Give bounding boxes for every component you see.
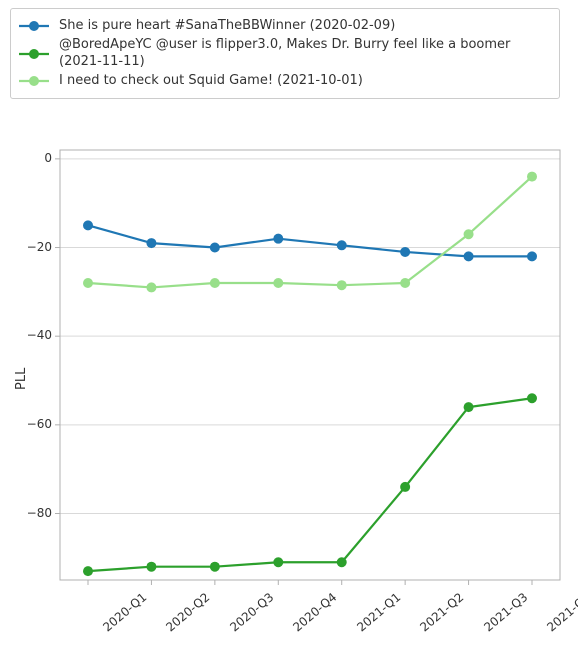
chart-page: { "canvas": { "width": 578, "height": 66… <box>0 0 578 668</box>
line-chart <box>0 0 578 668</box>
